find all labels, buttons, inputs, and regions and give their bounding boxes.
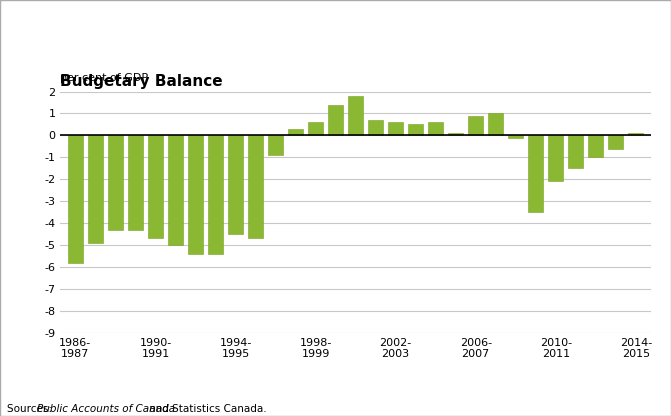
Bar: [548, 135, 563, 181]
Bar: [528, 135, 544, 212]
Bar: [468, 116, 483, 135]
Bar: [68, 135, 83, 262]
Bar: [308, 122, 323, 135]
Text: Public Accounts of Canada: Public Accounts of Canada: [37, 404, 175, 414]
Text: Sources:: Sources:: [7, 404, 55, 414]
Bar: [168, 135, 183, 245]
Bar: [268, 135, 283, 155]
Bar: [288, 129, 303, 135]
Bar: [408, 124, 423, 135]
Bar: [428, 122, 444, 135]
Bar: [508, 135, 523, 138]
Bar: [328, 105, 343, 135]
Bar: [128, 135, 143, 230]
Bar: [488, 114, 503, 135]
Bar: [108, 135, 123, 230]
Bar: [368, 120, 383, 135]
Bar: [188, 135, 203, 254]
Bar: [588, 135, 603, 157]
Bar: [388, 122, 403, 135]
Bar: [248, 135, 263, 238]
Bar: [348, 96, 363, 135]
Bar: [228, 135, 243, 234]
Bar: [88, 135, 103, 243]
Bar: [148, 135, 163, 238]
Bar: [609, 135, 623, 149]
Text: and Statistics Canada.: and Statistics Canada.: [146, 404, 267, 414]
Bar: [208, 135, 223, 254]
Bar: [448, 133, 463, 135]
Text: Budgetary Balance: Budgetary Balance: [60, 74, 223, 89]
Bar: [568, 135, 583, 168]
Text: per cent of GDP: per cent of GDP: [60, 73, 148, 83]
Bar: [628, 133, 643, 135]
